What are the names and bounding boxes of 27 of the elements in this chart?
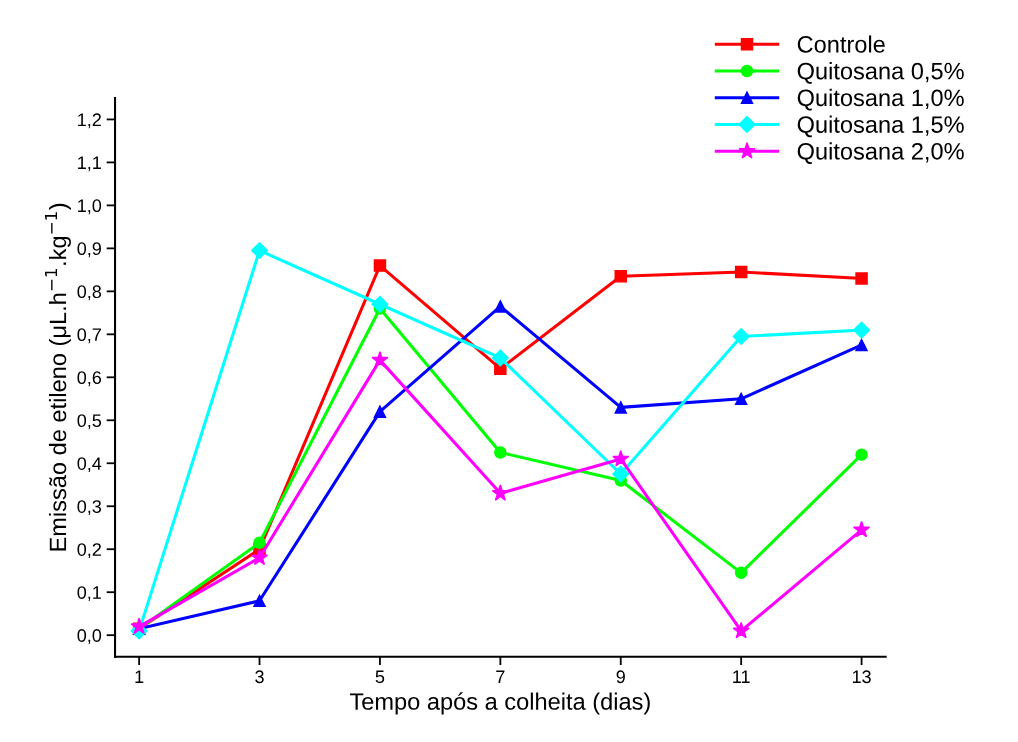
y-tick-label: 0,7 [77,328,101,344]
y-tick-label: 0,5 [77,414,102,430]
legend-label: Controle [797,35,885,53]
y-tick-label: 0,6 [77,371,102,387]
y-tick-label: 0,2 [77,543,101,559]
legend-label: Quitosana 1,5% [797,115,964,138]
y-tick-label: 0,4 [77,457,102,473]
legend-label: Quitosana 0,5% [797,62,964,84]
y-tick-label: 0,9 [77,242,101,258]
x-axis-title: Tempo após a colheita (dias) [349,692,650,715]
x-tick-label: 11 [733,670,750,683]
y-tick-label: 0,1 [77,586,101,602]
y-tick-label: 0,3 [77,500,102,516]
y-axis-title: Emissão de etileno (μL.h$^{−1}$.kg$^{−1}$) [44,203,71,551]
y-tick-label: 0,8 [77,285,102,301]
x-tick-label: 5 [375,670,385,684]
x-tick-label: 3 [255,670,264,684]
y-tick-label: 0,0 [77,629,102,645]
legend-label: Quitosana 2,0% [797,142,964,164]
x-tick-label: 13 [852,670,871,684]
x-tick-label: 1 [135,670,144,683]
legend-label: Quitosana 1,0% [797,88,964,111]
y-tick-label: 1,0 [78,199,102,215]
y-tick-label: 1,2 [78,113,101,129]
x-tick-label: 9 [616,670,625,684]
y-tick-label: 1,1 [78,156,101,172]
x-tick-label: 7 [496,670,505,683]
